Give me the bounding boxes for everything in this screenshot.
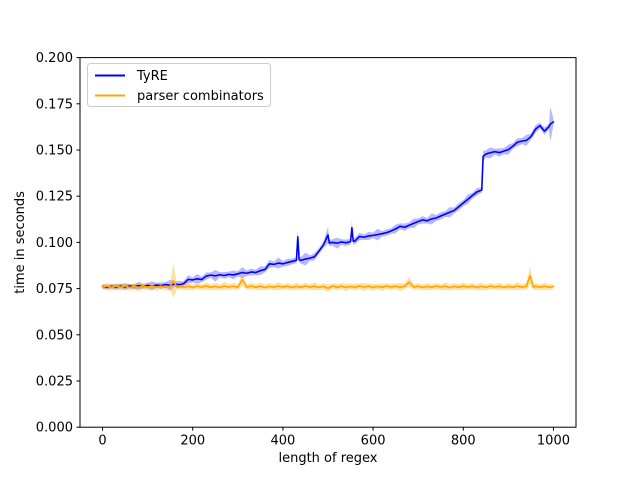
x-tick-label: 200 xyxy=(180,434,205,449)
y-tick-label: 0.000 xyxy=(36,421,73,436)
y-tick-label: 0.050 xyxy=(36,328,73,343)
series-line-parser-combinators xyxy=(101,274,555,290)
legend-label-tyre: TyRE xyxy=(136,69,168,84)
plot-area xyxy=(80,57,576,428)
legend-box xyxy=(87,63,271,107)
y-tick-label: 0.200 xyxy=(36,51,73,66)
series-line-tyre xyxy=(101,121,555,289)
x-tick-label: 400 xyxy=(270,434,295,449)
series-band-parser-combinators xyxy=(102,263,554,299)
y-tick-label: 0.125 xyxy=(36,190,73,205)
y-tick-label: 0.025 xyxy=(36,375,73,390)
y-axis-label: time in seconds xyxy=(13,191,28,294)
y-axis-ticks: 0.000 0.025 0.050 0.075 0.100 0.125 0.150 0.175… xyxy=(36,51,80,436)
y-tick-label: 0.100 xyxy=(36,236,73,251)
legend-label-parser-combinators: parser combinators xyxy=(137,89,264,104)
x-tick-label: 800 xyxy=(451,434,476,449)
x-axis-label: length of regex xyxy=(278,451,377,466)
x-tick-label: 1000 xyxy=(537,434,570,449)
legend: TyRE parser combinators xyxy=(87,63,271,107)
y-tick-label: 0.150 xyxy=(36,144,73,159)
series-lines xyxy=(101,121,555,290)
x-axis-ticks: 0 200 400 600 800 1000 xyxy=(98,427,570,449)
x-tick-label: 600 xyxy=(361,434,386,449)
y-tick-label: 0.075 xyxy=(36,282,73,297)
y-tick-label: 0.175 xyxy=(36,97,73,112)
x-tick-label: 0 xyxy=(98,434,106,449)
series-bands xyxy=(102,106,554,299)
